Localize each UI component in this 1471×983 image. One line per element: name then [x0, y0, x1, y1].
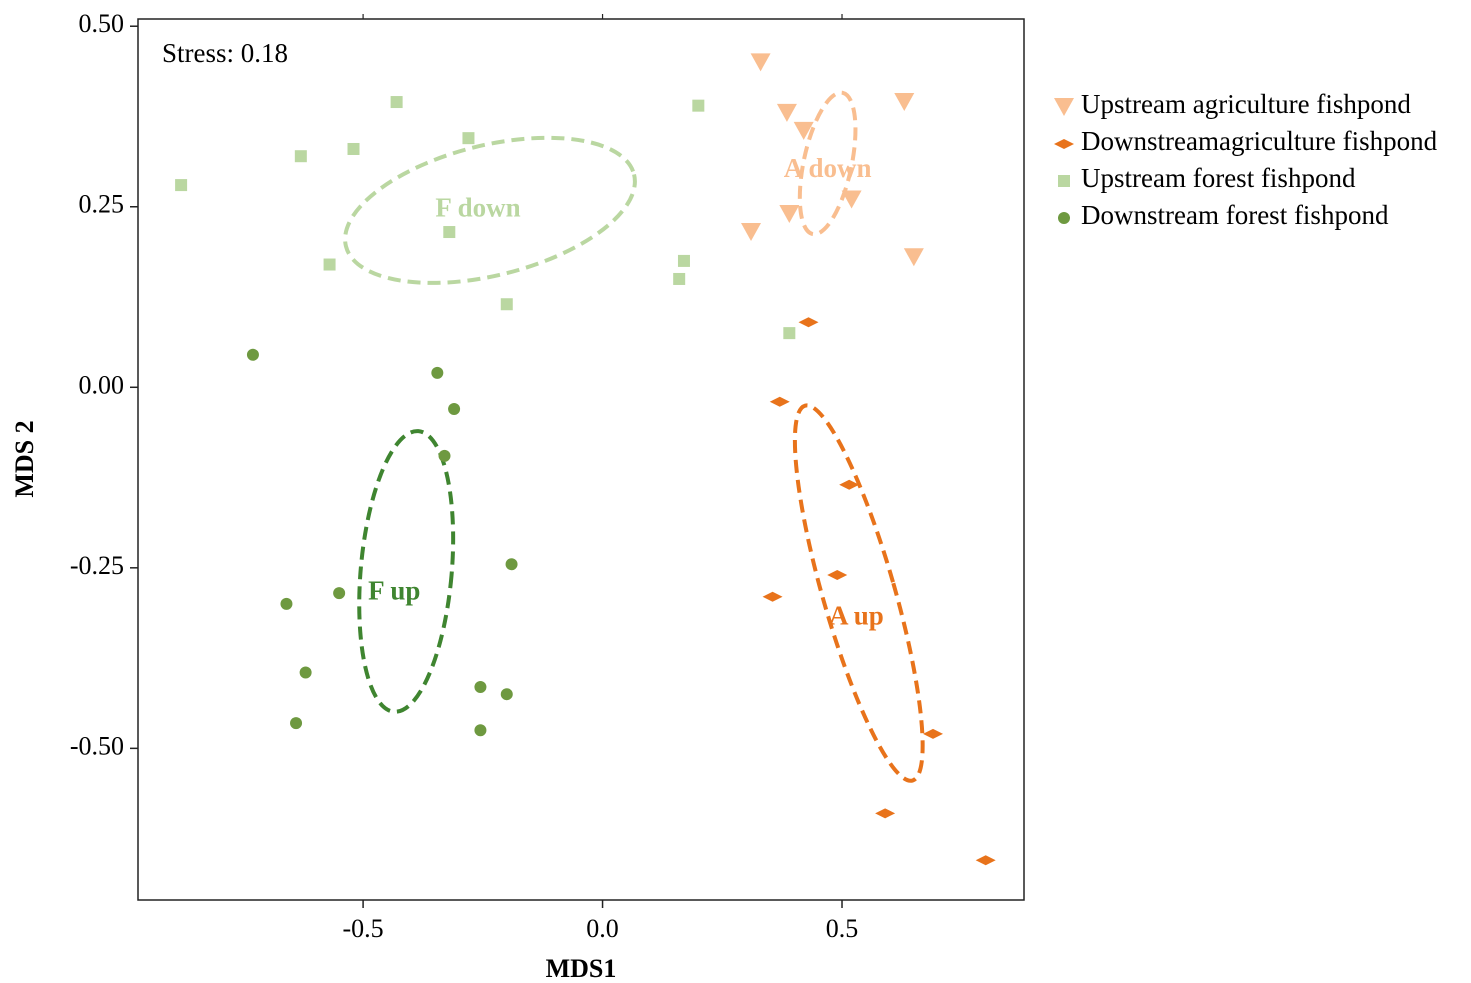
legend-label-1: Upstream agriculture fishpond [1081, 89, 1411, 119]
x-axis: -0.5 0.0 0.5 [343, 14, 859, 943]
y-tick-label: 0.00 [79, 370, 125, 399]
point-series-1-3 [793, 121, 814, 140]
legend: Upstream agriculture fishpond Downstreama… [1054, 89, 1438, 230]
point-series-1-7 [841, 190, 862, 209]
legend-label-4: Downstream forest fishpond [1081, 200, 1389, 230]
point-series-4-7 [333, 587, 346, 600]
ellipse-a-up [792, 403, 925, 783]
point-series-3-6 [443, 226, 456, 239]
legend-marker-3 [1058, 175, 1070, 187]
ellipse-label-a-up: A up [829, 601, 884, 631]
ellipse-label-f-down: F down [435, 193, 520, 223]
x-axis-title: MDS1 [546, 954, 617, 983]
point-series-2-6 [923, 728, 944, 739]
y-tick-label: -0.50 [70, 731, 124, 760]
point-series-4-11 [290, 717, 303, 730]
legend-label-3: Upstream forest fishpond [1081, 163, 1356, 193]
point-series-1-4 [894, 93, 915, 112]
point-series-3-3 [294, 150, 307, 163]
point-series-4-6 [280, 597, 293, 610]
y-axis-title: MDS 2 [10, 420, 39, 497]
point-series-4-3 [448, 402, 461, 415]
point-series-4-8 [299, 666, 312, 679]
point-series-4-4 [438, 449, 451, 462]
ellipse-label-a-down: A down [784, 153, 872, 183]
point-series-3-7 [323, 258, 336, 271]
point-series-3-11 [673, 272, 686, 285]
ellipse-f-up [357, 429, 456, 714]
ellipse-a-down [797, 90, 858, 237]
point-series-2-8 [975, 855, 996, 866]
point-series-2-5 [762, 591, 783, 602]
point-series-1-8 [903, 248, 924, 267]
y-tick-label: 0.50 [79, 9, 125, 38]
point-series-4-9 [474, 680, 487, 693]
point-series-1-6 [741, 223, 762, 242]
legend-marker-1 [1054, 98, 1074, 116]
point-series-3-12 [783, 327, 796, 340]
ellipse-label-f-up: F up [368, 575, 420, 605]
point-series-2-7 [875, 808, 896, 819]
legend-marker-2 [1054, 139, 1074, 149]
point-series-1-1 [750, 53, 771, 72]
x-tick-label: 0.0 [586, 914, 619, 943]
point-series-1-5 [779, 204, 800, 223]
y-tick-label: -0.25 [70, 551, 124, 580]
point-series-4-10 [500, 688, 513, 701]
ellipse-labels-layer: F down A down F up A up [368, 153, 884, 631]
point-series-2-2 [769, 396, 790, 407]
point-series-2-4 [827, 570, 848, 581]
point-series-3-1 [175, 179, 188, 192]
point-series-4-2 [431, 366, 444, 379]
points-layer [175, 53, 996, 866]
point-series-3-8 [500, 298, 513, 311]
point-series-3-9 [692, 99, 705, 112]
point-series-3-4 [347, 142, 360, 155]
point-series-3-5 [462, 132, 475, 145]
plot-frame [137, 18, 1025, 901]
point-series-3-10 [677, 254, 690, 267]
x-tick-label: -0.5 [343, 914, 384, 943]
point-series-2-1 [798, 317, 819, 328]
y-tick-label: 0.25 [79, 190, 125, 219]
point-series-2-3 [839, 479, 860, 490]
y-axis: 0.50 0.25 0.00 -0.25 -0.50 [70, 9, 138, 760]
legend-label-2: Downstreamagriculture fishpond [1081, 126, 1438, 156]
x-tick-label: 0.5 [826, 914, 859, 943]
point-series-4-1 [246, 348, 259, 361]
point-series-4-12 [474, 724, 487, 737]
point-series-1-2 [776, 103, 797, 122]
legend-marker-4 [1058, 212, 1070, 224]
point-series-3-2 [390, 96, 403, 109]
point-series-4-5 [505, 558, 518, 571]
stress-annotation: Stress: 0.18 [162, 38, 288, 68]
